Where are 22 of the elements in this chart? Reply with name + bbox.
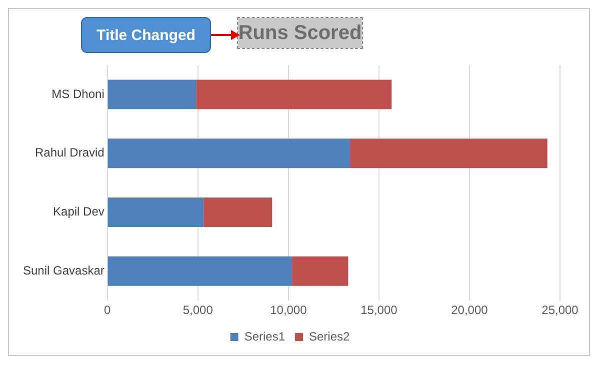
x-tick-label: 20,000 [451,303,488,318]
bar [350,138,548,168]
bar [203,198,272,227]
bar [108,138,350,168]
legend-label: Series1 [244,329,286,344]
x-tick-label: 10,000 [270,303,308,318]
y-tick-label: Kapil Dev [53,204,104,219]
x-tick-label: 5,000 [182,303,214,318]
bar [196,80,392,110]
x-tick-label: 25,000 [542,303,579,318]
legend-label: Series2 [309,329,350,344]
chart-title: Runs Scored [238,18,362,48]
x-tick-label: 15,000 [360,303,398,318]
y-tick-label: Rahul Dravid [34,146,104,160]
y-tick-label: MS Dhoni [52,86,104,101]
x-tick-label: 0 [104,303,112,318]
bar [108,198,204,227]
bar [292,256,348,286]
text: Title Changed [81,17,211,53]
bar [108,80,196,110]
y-tick-label: Sunil Gavaskar [22,263,104,278]
bar [108,256,292,286]
